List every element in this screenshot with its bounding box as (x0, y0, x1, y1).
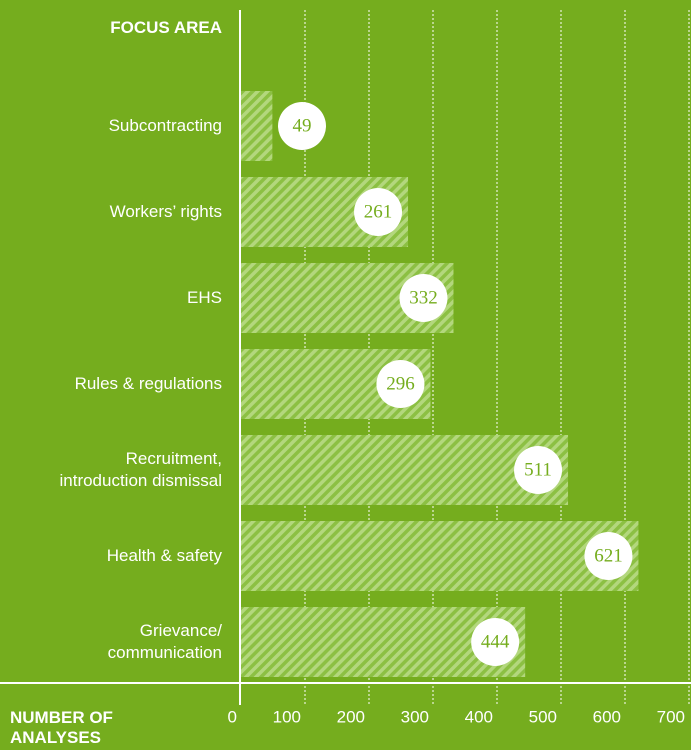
bar (241, 91, 273, 161)
x-tick-label: 200 (337, 707, 365, 726)
x-tick-label: 100 (273, 707, 301, 726)
value-label: 261 (364, 201, 393, 222)
value-label: 621 (594, 545, 623, 566)
value-label: 49 (293, 115, 312, 136)
x-tick-label: 600 (593, 707, 621, 726)
value-label: 332 (409, 287, 438, 308)
x-axis-label: NUMBER OF ANALYSES (10, 708, 113, 747)
category-label: EHS (187, 288, 222, 307)
category-label: Workers’ rights (109, 202, 222, 221)
value-badge (514, 446, 563, 494)
bar (241, 435, 569, 505)
value-badge (399, 274, 448, 322)
value-label: 511 (524, 459, 552, 480)
x-tick-label: 0 (228, 707, 237, 726)
value-badge (471, 618, 520, 666)
y-axis-label: FOCUS AREA (110, 18, 222, 37)
value-label: 296 (386, 373, 415, 394)
x-tick-label: 700 (657, 707, 685, 726)
value-badge (354, 188, 403, 236)
value-badge (584, 532, 633, 580)
x-tick-label: 400 (465, 707, 493, 726)
x-tick-label: 300 (401, 707, 429, 726)
category-label: Health & safety (106, 546, 222, 565)
x-tick-label: 500 (529, 707, 557, 726)
value-badge (278, 102, 326, 150)
category-label: Recruitment, introduction dismissal (59, 449, 222, 490)
bar (241, 521, 639, 591)
value-badge (376, 360, 425, 408)
category-label: Subcontracting (108, 116, 222, 135)
category-label: Rules & regulations (74, 374, 222, 393)
category-label: Grievance/ communication (107, 621, 222, 662)
value-label: 444 (481, 631, 510, 652)
